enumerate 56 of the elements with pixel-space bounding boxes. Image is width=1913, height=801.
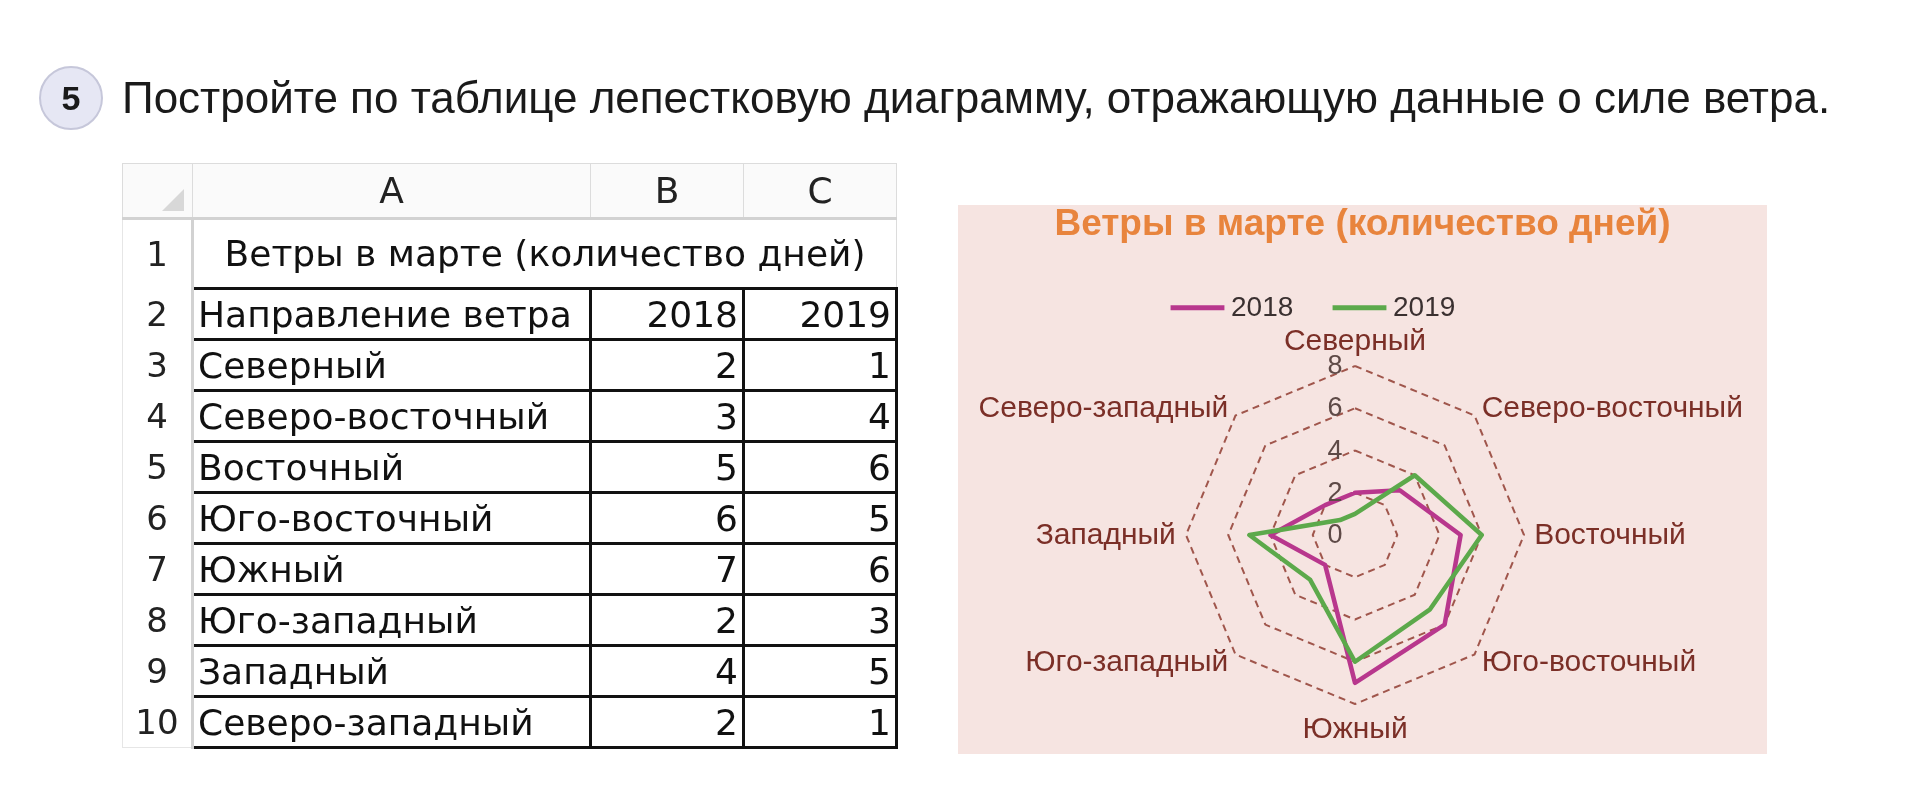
text: 6: [868, 548, 891, 590]
category-label: Восточный: [198, 446, 405, 488]
chart-title: Ветры в марте (количество дней): [1054, 202, 1671, 243]
text: 2: [146, 294, 168, 334]
category-label: Северо-восточный: [198, 395, 550, 437]
text: 9: [122, 645, 193, 697]
text: B: [590, 163, 744, 219]
text: 2: [715, 701, 738, 743]
category-label: Юго-восточный: [198, 497, 494, 539]
text: 7: [146, 549, 168, 589]
text: 5: [743, 645, 897, 697]
text: 6: [743, 441, 897, 493]
category-label: Северный: [198, 344, 387, 386]
text: 5: [61, 79, 81, 117]
text: 4: [743, 390, 897, 442]
text: 3: [743, 594, 897, 646]
text: 3: [146, 345, 168, 385]
y-tick-label: 4: [1327, 434, 1343, 465]
text: 5: [146, 447, 168, 487]
text: 1: [743, 339, 897, 391]
text: 7: [590, 543, 744, 595]
spoke-label: Восточный: [1534, 517, 1686, 550]
text: C: [743, 163, 897, 219]
category-label: Западный: [198, 650, 389, 692]
text: 5: [743, 492, 897, 544]
text: 1: [146, 234, 168, 275]
spoke-label: Юго-западный: [1025, 643, 1229, 677]
spoke-label: Северо-восточный: [1481, 390, 1743, 424]
legend-label: 2019: [1393, 290, 1456, 322]
y-tick-label: 6: [1327, 392, 1343, 423]
chart-title: Ветры в марте (количество дней): [224, 233, 866, 274]
text: 4: [715, 650, 738, 692]
spoke-label: Западный: [1035, 517, 1176, 550]
text: A: [192, 163, 591, 219]
text: 2018: [646, 293, 738, 335]
category-label: Южный: [198, 548, 345, 590]
text: 4: [146, 396, 168, 436]
text: 1: [868, 701, 891, 743]
text: 3: [715, 395, 738, 437]
text: 6: [715, 497, 738, 539]
text: Постройте по таблице лепестковую диаграмму, отражающую данные о силе ветра.: [122, 73, 1831, 123]
category-label: Юго-западный: [198, 599, 478, 641]
text: 6: [146, 498, 168, 538]
y-tick-label: 0: [1327, 519, 1343, 549]
spoke-label: Северо-западный: [978, 390, 1229, 424]
category-label: Северо-западный: [198, 701, 534, 743]
legend-label: 2018: [1231, 290, 1294, 322]
text: 8: [122, 594, 193, 646]
spoke-label: Юго-восточный: [1481, 643, 1697, 677]
text: 2: [715, 599, 738, 641]
text: 2: [590, 339, 744, 391]
text: 5: [715, 446, 738, 488]
text: 2019: [799, 293, 891, 335]
spoke-label: Южный: [1302, 711, 1408, 745]
text: Направление ветра: [192, 288, 591, 340]
text: 10: [122, 696, 193, 748]
